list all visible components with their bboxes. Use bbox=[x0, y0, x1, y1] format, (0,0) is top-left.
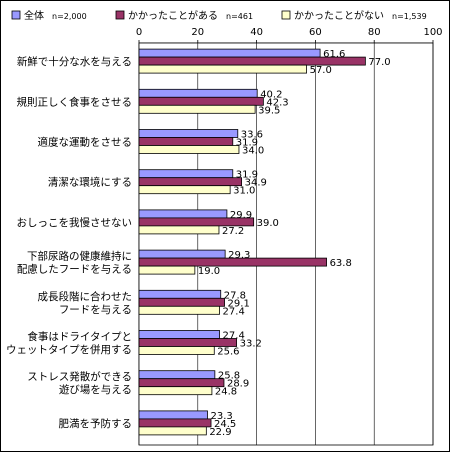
bar bbox=[138, 346, 215, 355]
bar bbox=[138, 129, 239, 138]
data-label: 39.5 bbox=[258, 105, 280, 116]
data-label: 31.0 bbox=[233, 186, 255, 197]
data-label: 33.2 bbox=[240, 339, 262, 350]
data-label: 33.6 bbox=[241, 130, 263, 141]
data-label: 28.9 bbox=[227, 379, 249, 390]
data-label: 29.1 bbox=[228, 298, 250, 309]
bar bbox=[138, 169, 234, 179]
legend-label: かかったことがある bbox=[128, 9, 218, 22]
category-label: ストレス発散ができる bbox=[27, 370, 132, 383]
tick-label: 100 bbox=[423, 27, 442, 38]
category-label: 遊び場を与える bbox=[59, 383, 132, 396]
legend-label: 全体 bbox=[24, 9, 44, 22]
category-label: おしっこを我慢させない bbox=[17, 217, 133, 229]
data-label: 25.8 bbox=[218, 371, 240, 382]
data-label: 22.9 bbox=[209, 427, 231, 438]
bar bbox=[138, 48, 321, 58]
legend-n-label: n=461 bbox=[226, 12, 253, 21]
data-label: 24.5 bbox=[214, 419, 236, 430]
data-label: 27.4 bbox=[223, 306, 245, 317]
bar bbox=[138, 410, 208, 420]
data-label: 77.0 bbox=[368, 57, 390, 68]
data-label: 31.9 bbox=[236, 138, 258, 149]
bar bbox=[138, 418, 212, 428]
bar bbox=[138, 386, 213, 396]
bar bbox=[138, 249, 226, 259]
bar bbox=[138, 297, 225, 307]
category-label: 肥満を予防する bbox=[59, 417, 133, 430]
legend-item: かかったことがある n=461 bbox=[115, 9, 253, 22]
bar bbox=[138, 88, 258, 98]
data-label: 29.9 bbox=[230, 210, 252, 221]
tick-label: 0 bbox=[136, 27, 142, 38]
category-labels: 新鮮で十分な水を与える規則正しく食事をさせる適度な運動をさせる清潔な環境にするお… bbox=[6, 55, 132, 430]
data-label: 39.0 bbox=[257, 218, 279, 229]
bar bbox=[138, 370, 216, 380]
data-label: 27.2 bbox=[222, 226, 244, 237]
legend-n-label: n=2,000 bbox=[52, 12, 87, 21]
bar bbox=[138, 257, 327, 267]
data-label: 40.2 bbox=[260, 89, 282, 100]
bar bbox=[138, 217, 255, 227]
data-label: 27.8 bbox=[224, 290, 246, 301]
bar bbox=[138, 96, 264, 106]
category-label: 適度な運動をさせる bbox=[38, 136, 133, 149]
data-label: 24.8 bbox=[215, 387, 237, 398]
bar bbox=[138, 104, 256, 114]
data-label: 61.6 bbox=[323, 49, 345, 60]
category-label: 清潔な環境にする bbox=[48, 176, 132, 189]
data-label: 31.9 bbox=[236, 170, 258, 181]
legend-n-label: n=1,539 bbox=[392, 12, 427, 21]
bar bbox=[138, 330, 220, 339]
bar bbox=[138, 289, 222, 299]
legend-swatch bbox=[11, 10, 21, 20]
bar bbox=[138, 225, 220, 235]
legend-label: かかったことがない bbox=[294, 9, 384, 22]
category-label: 配慮したフードを与える bbox=[17, 263, 132, 276]
bar bbox=[138, 185, 231, 195]
bar bbox=[138, 265, 196, 275]
category-label: 規則正しく食事をさせる bbox=[17, 95, 133, 108]
legend-swatch bbox=[281, 10, 291, 20]
data-label: 34.0 bbox=[242, 146, 264, 157]
bar bbox=[138, 145, 240, 154]
tick-label: 40 bbox=[250, 27, 263, 38]
data-label: 63.8 bbox=[330, 258, 352, 269]
category-label: 下部尿路の健康維持に bbox=[27, 250, 132, 263]
legend-item: 全体 n=2,000 bbox=[11, 9, 87, 22]
legend-swatch bbox=[115, 10, 125, 20]
data-label: 27.4 bbox=[223, 331, 245, 342]
category-label: ウェットタイプを併用する bbox=[6, 343, 132, 356]
data-label: 57.0 bbox=[310, 65, 332, 76]
data-label: 19.0 bbox=[198, 266, 220, 277]
category-label: 食事はドライタイプと bbox=[27, 330, 132, 343]
tick-label: 20 bbox=[191, 27, 204, 38]
data-label: 23.3 bbox=[211, 411, 233, 422]
legend: 全体 n=2,000 かかったことがある n=461 かかったことがない n=1,539 bbox=[11, 9, 427, 22]
data-label: 25.6 bbox=[217, 347, 239, 358]
bar bbox=[138, 338, 238, 347]
bar bbox=[138, 137, 234, 146]
category-label: 新鮮で十分な水を与える bbox=[17, 55, 132, 68]
bar bbox=[138, 305, 220, 315]
bar bbox=[138, 56, 366, 66]
legend-item: かかったことがない n=1,539 bbox=[281, 9, 427, 22]
data-label: 42.3 bbox=[266, 97, 288, 108]
tick-label: 80 bbox=[368, 27, 381, 38]
plot-border bbox=[138, 42, 434, 446]
bar bbox=[138, 64, 307, 74]
bar bbox=[138, 177, 243, 187]
bar bbox=[138, 426, 207, 436]
data-label: 34.9 bbox=[245, 178, 267, 189]
tick-label: 60 bbox=[309, 27, 322, 38]
plot-area: 61.677.057.040.242.339.533.631.934.031.9… bbox=[138, 42, 434, 446]
bar bbox=[138, 378, 225, 388]
category-label: 成長段階に合わせた bbox=[38, 290, 133, 303]
bar bbox=[138, 209, 228, 219]
data-label: 29.3 bbox=[228, 250, 250, 261]
category-label: フードを与える bbox=[59, 304, 132, 316]
